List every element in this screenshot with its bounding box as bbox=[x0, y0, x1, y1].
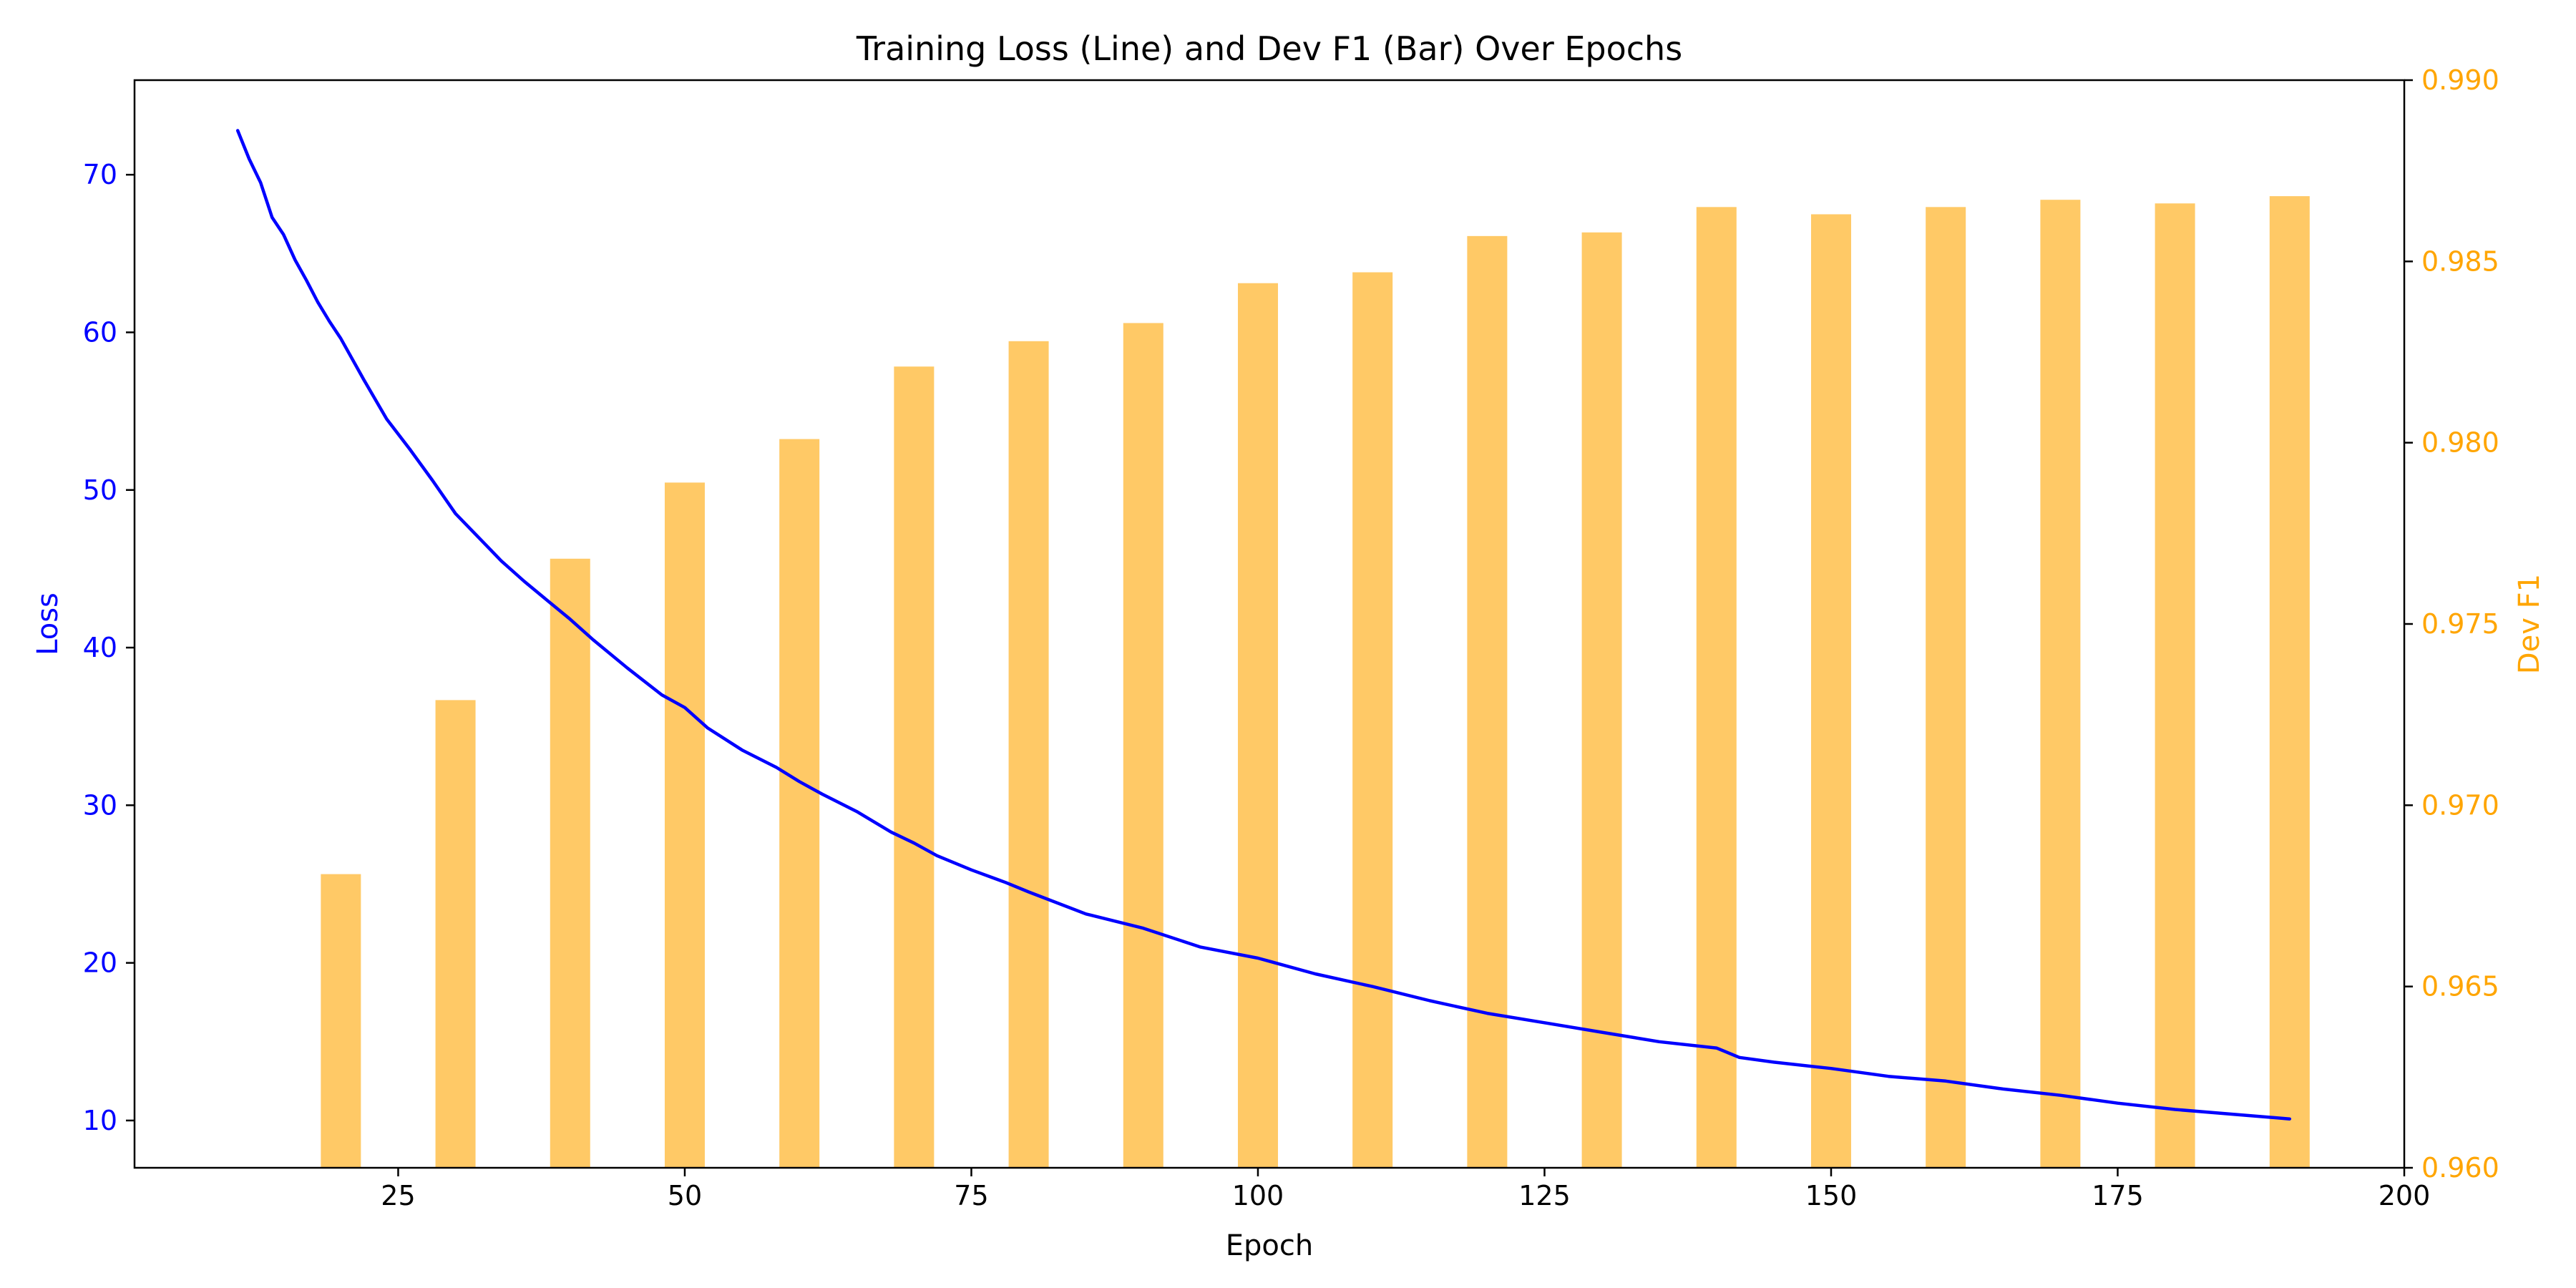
right-y-tick-label-5: 0.985 bbox=[2421, 245, 2499, 277]
loss-line bbox=[235, 129, 2292, 1121]
right-y-tick-label-3: 0.975 bbox=[2421, 608, 2499, 640]
left-y-tick-label-40: 40 bbox=[83, 632, 117, 663]
right-y-tick-label-4: 0.980 bbox=[2421, 427, 2499, 459]
f1-bar-epoch-70 bbox=[894, 366, 935, 1169]
left-y-tick-label-10: 10 bbox=[83, 1105, 117, 1136]
chart-title: Training Loss (Line) and Dev F1 (Bar) Ov… bbox=[856, 29, 1682, 68]
left-y-tick-label-30: 30 bbox=[83, 789, 117, 821]
f1-bar-epoch-80 bbox=[1008, 341, 1049, 1168]
x-tick-label-50: 50 bbox=[668, 1180, 702, 1211]
left-y-tick-label-20: 20 bbox=[83, 947, 117, 979]
f1-bar-epoch-130 bbox=[1581, 232, 1622, 1168]
f1-bar-epoch-190 bbox=[2269, 196, 2310, 1169]
left-y-axis-label: Loss bbox=[31, 592, 64, 655]
f1-bar-epoch-50 bbox=[664, 482, 705, 1168]
f1-bar-epoch-150 bbox=[1810, 214, 1851, 1168]
x-axis-ticks: 25 50 75 100 125 150 175 200 bbox=[381, 1168, 2430, 1211]
f1-bar-epoch-60 bbox=[779, 439, 820, 1168]
right-y-tick-label-2: 0.970 bbox=[2421, 789, 2499, 821]
right-y-tick-label-0: 0.960 bbox=[2421, 1152, 2499, 1184]
f1-bar-epoch-110 bbox=[1352, 272, 1393, 1168]
f1-bar-epoch-30 bbox=[435, 700, 476, 1168]
x-tick-label-100: 100 bbox=[1232, 1180, 1284, 1211]
f1-bar-epoch-160 bbox=[1926, 207, 1966, 1168]
f1-bar-epoch-20 bbox=[321, 874, 361, 1168]
f1-bar-epoch-40 bbox=[550, 558, 590, 1168]
f1-bar-epoch-90 bbox=[1123, 323, 1163, 1168]
x-tick-label-125: 125 bbox=[1518, 1180, 1571, 1211]
f1-bar-epoch-180 bbox=[2155, 203, 2195, 1169]
right-y-tick-label-1: 0.965 bbox=[2421, 971, 2499, 1002]
loss-line-layer bbox=[235, 129, 2292, 1121]
x-tick-label-200: 200 bbox=[2379, 1180, 2431, 1211]
x-tick-label-150: 150 bbox=[1805, 1180, 1858, 1211]
f1-bars bbox=[321, 196, 2310, 1169]
x-tick-label-25: 25 bbox=[381, 1180, 415, 1211]
f1-bar-epoch-170 bbox=[2040, 200, 2081, 1169]
left-y-axis-ticks: 10 20 30 40 50 60 70 bbox=[83, 159, 135, 1136]
x-tick-label-175: 175 bbox=[2092, 1180, 2144, 1211]
f1-bar-epoch-120 bbox=[1467, 235, 1508, 1168]
right-y-axis-ticks: 0.960 0.965 0.970 0.975 0.980 0.985 0.990 bbox=[2404, 64, 2499, 1184]
left-y-tick-label-70: 70 bbox=[83, 159, 117, 190]
left-y-tick-label-50: 50 bbox=[83, 474, 117, 506]
f1-bar-epoch-100 bbox=[1237, 283, 1278, 1168]
x-axis-label: Epoch bbox=[1226, 1229, 1313, 1262]
right-y-axis-label: Dev F1 bbox=[2513, 574, 2546, 674]
right-y-tick-label-6: 0.990 bbox=[2421, 64, 2499, 96]
left-y-tick-label-60: 60 bbox=[83, 316, 117, 348]
f1-bar-epoch-140 bbox=[1696, 207, 1737, 1168]
x-tick-label-75: 75 bbox=[954, 1180, 988, 1211]
